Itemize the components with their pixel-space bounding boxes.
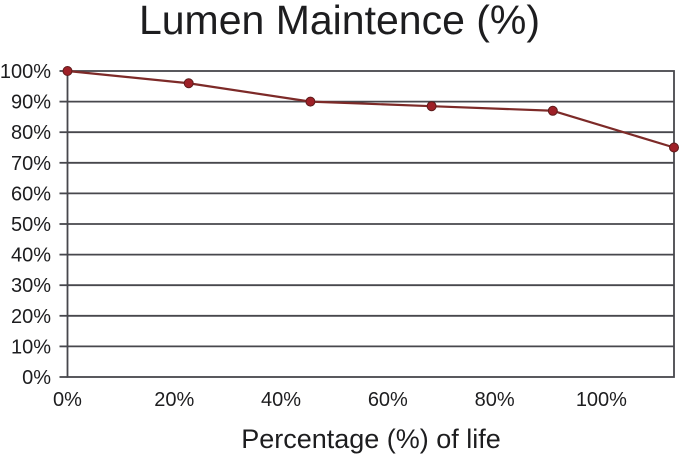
y-tick-label: 80% [11,122,51,144]
y-tick-label: 100% [0,61,51,83]
data-point-marker [183,78,194,89]
x-tick-label: 20% [154,389,194,411]
y-tick-label: 10% [11,336,51,358]
data-point-marker [547,105,558,116]
x-tick-label: 80% [475,389,515,411]
x-tick-label: 0% [53,389,82,411]
y-tick-label: 30% [11,275,51,297]
plot-border [66,70,675,378]
data-point-marker [426,101,437,112]
x-tick-label: 40% [261,389,301,411]
x-tick-label: 60% [368,389,408,411]
y-tick-label: 90% [11,92,51,114]
y-tick-label: 70% [11,153,51,175]
data-point-marker [305,96,316,107]
data-point-marker [62,66,73,76]
y-tick-label: 20% [11,306,51,328]
data-point-marker [669,142,679,153]
x-tick-label: 100% [576,389,627,411]
y-tick-label: 50% [11,214,51,236]
y-tick-label: 60% [11,183,51,205]
series-line [67,69,675,149]
x-axis-title: Percentage (%) of life [241,424,501,454]
y-tick-label: 40% [11,245,51,267]
y-tick-label: 0% [22,367,51,389]
chart-title: Lumen Maintence (%) [138,0,541,43]
